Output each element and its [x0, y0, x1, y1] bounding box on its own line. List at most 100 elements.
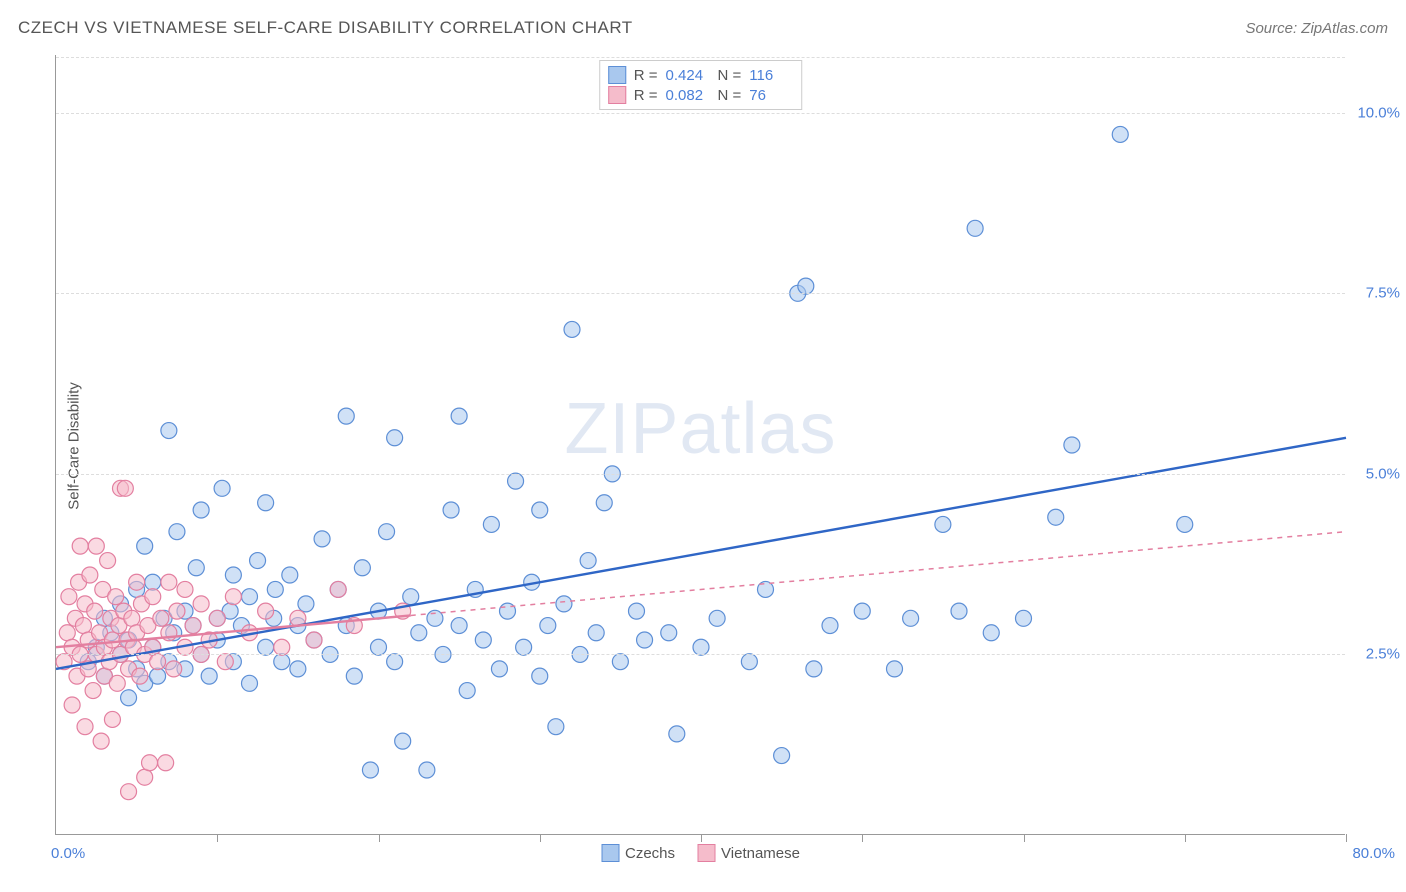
y-tick-label: 2.5%: [1366, 646, 1400, 663]
data-point: [967, 220, 983, 236]
gridline-h: [56, 474, 1345, 475]
data-point: [306, 632, 322, 648]
data-point: [379, 524, 395, 540]
data-point: [298, 596, 314, 612]
data-point: [77, 719, 93, 735]
gridline-h: [56, 654, 1345, 655]
data-point: [209, 610, 225, 626]
data-point: [1064, 437, 1080, 453]
data-point: [87, 603, 103, 619]
source-label: Source: ZipAtlas.com: [1245, 20, 1388, 37]
data-point: [661, 625, 677, 641]
data-point: [395, 733, 411, 749]
data-point: [121, 784, 137, 800]
data-point: [532, 668, 548, 684]
data-point: [72, 538, 88, 554]
data-point: [225, 567, 241, 583]
data-point: [188, 560, 204, 576]
data-point: [1177, 516, 1193, 532]
data-point: [75, 618, 91, 634]
x-tick: [379, 834, 380, 842]
data-point: [161, 423, 177, 439]
data-point: [693, 639, 709, 655]
data-point: [629, 603, 645, 619]
title-bar: CZECH VS VIETNAMESE SELF-CARE DISABILITY…: [18, 18, 1388, 38]
data-point: [935, 516, 951, 532]
data-point: [166, 661, 182, 677]
data-point: [282, 567, 298, 583]
data-point: [274, 639, 290, 655]
data-point: [314, 531, 330, 547]
x-origin-label: 0.0%: [51, 845, 85, 862]
data-point: [516, 639, 532, 655]
data-point: [508, 473, 524, 489]
data-point: [798, 278, 814, 294]
data-point: [225, 589, 241, 605]
data-point: [158, 755, 174, 771]
data-point: [588, 625, 604, 641]
data-point: [580, 553, 596, 569]
y-tick-label: 7.5%: [1366, 285, 1400, 302]
data-point: [887, 661, 903, 677]
x-tick: [540, 834, 541, 842]
data-point: [330, 581, 346, 597]
data-point: [419, 762, 435, 778]
swatch-vietnamese: [608, 86, 626, 104]
data-point: [346, 668, 362, 684]
data-point: [532, 502, 548, 518]
data-point: [451, 618, 467, 634]
x-max-label: 80.0%: [1352, 845, 1395, 862]
data-point: [250, 553, 266, 569]
data-point: [556, 596, 572, 612]
data-point: [214, 480, 230, 496]
data-point: [669, 726, 685, 742]
swatch-czechs: [608, 66, 626, 84]
data-point: [709, 610, 725, 626]
data-point: [362, 762, 378, 778]
data-point: [132, 668, 148, 684]
data-point: [61, 589, 77, 605]
data-point: [145, 589, 161, 605]
data-point: [564, 321, 580, 337]
data-point: [109, 675, 125, 691]
data-point: [93, 733, 109, 749]
stats-row-czechs: R = 0.424 N = 116: [608, 65, 794, 85]
data-point: [145, 574, 161, 590]
data-point: [403, 589, 419, 605]
data-point: [124, 610, 140, 626]
data-point: [193, 502, 209, 518]
data-point: [137, 538, 153, 554]
data-point: [177, 581, 193, 597]
y-tick-label: 5.0%: [1366, 465, 1400, 482]
data-point: [85, 683, 101, 699]
data-point: [242, 589, 258, 605]
data-point: [806, 661, 822, 677]
data-point: [596, 495, 612, 511]
data-point: [1016, 610, 1032, 626]
data-point: [387, 654, 403, 670]
data-point: [387, 430, 403, 446]
legend-item-czechs: Czechs: [601, 844, 675, 862]
data-point: [338, 408, 354, 424]
x-tick: [1024, 834, 1025, 842]
legend-item-vietnamese: Vietnamese: [697, 844, 800, 862]
data-point: [491, 661, 507, 677]
data-point: [411, 625, 427, 641]
trend-line: [56, 438, 1346, 669]
data-point: [100, 553, 116, 569]
data-point: [88, 538, 104, 554]
data-point: [371, 639, 387, 655]
data-point: [242, 675, 258, 691]
x-tick: [217, 834, 218, 842]
data-point: [983, 625, 999, 641]
series-legend: Czechs Vietnamese: [601, 844, 800, 862]
chart-container: CZECH VS VIETNAMESE SELF-CARE DISABILITY…: [0, 0, 1406, 892]
data-point: [951, 603, 967, 619]
data-point: [104, 632, 120, 648]
data-point: [290, 661, 306, 677]
data-point: [169, 524, 185, 540]
data-point: [258, 495, 274, 511]
data-point: [774, 748, 790, 764]
data-point: [64, 697, 80, 713]
data-point: [193, 596, 209, 612]
